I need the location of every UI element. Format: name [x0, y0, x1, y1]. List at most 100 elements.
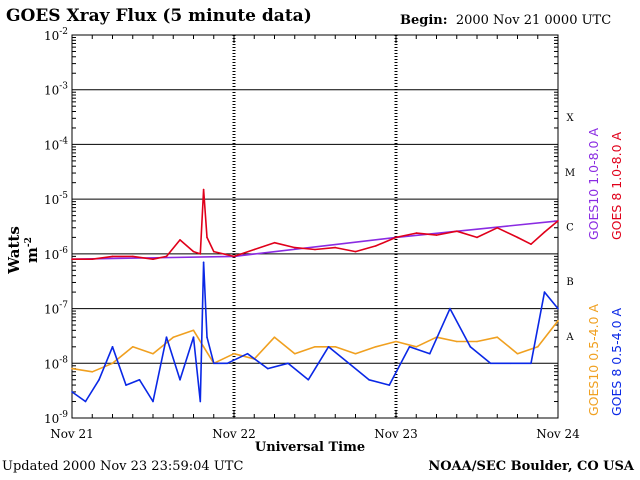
data-point — [138, 379, 141, 381]
plot-frame — [71, 34, 559, 419]
data-point — [179, 239, 181, 241]
data-point — [165, 336, 168, 339]
data-point — [192, 250, 195, 253]
data-point — [71, 367, 73, 370]
data-point — [152, 258, 154, 261]
y-tick-label: 10-4 — [44, 136, 68, 152]
data-point — [294, 246, 296, 249]
data-point — [557, 319, 559, 322]
data-point — [111, 255, 114, 258]
data-point — [132, 346, 134, 348]
data-point — [469, 346, 472, 348]
data-point — [202, 346, 205, 348]
data-point — [375, 245, 377, 247]
y-tick-label: 10-5 — [44, 191, 68, 207]
data-point — [314, 248, 316, 251]
data-point — [557, 220, 559, 222]
data-point — [348, 362, 350, 365]
data-point — [206, 236, 208, 239]
data-point — [91, 258, 94, 261]
y-tick-label: 10-8 — [44, 355, 68, 371]
data-point — [192, 329, 195, 332]
data-point — [375, 346, 377, 348]
data-point — [165, 255, 168, 258]
data-point — [71, 258, 73, 261]
data-point — [132, 255, 134, 258]
begin-time: Begin: 2000 Nov 21 0000 UTC — [400, 13, 611, 28]
data-point — [368, 379, 370, 381]
data-point — [415, 346, 418, 348]
data-point — [314, 346, 316, 348]
y-tick-label: 10-9 — [44, 410, 68, 426]
data-point — [202, 261, 205, 264]
flare-class-label: A — [565, 332, 574, 343]
chart-title: GOES Xray Flux (5 minute data) — [6, 6, 312, 26]
data-point — [98, 379, 100, 381]
y-tick-label: 10-2 — [44, 27, 68, 43]
data-point — [354, 250, 357, 253]
legend-goes8-short: GOES 8 0.5-4.0 A — [609, 307, 624, 416]
credit-line: NOAA/SEC Boulder, CO USA — [428, 459, 634, 474]
series-line — [71, 261, 559, 403]
data-point — [206, 336, 208, 339]
data-point — [71, 391, 73, 393]
data-point — [456, 230, 458, 232]
y-tick-label: 10-6 — [44, 246, 68, 262]
data-point — [253, 248, 256, 251]
data-point — [354, 352, 357, 355]
series-line — [71, 320, 559, 373]
series-line — [71, 220, 559, 260]
x-axis-label: Universal Time — [254, 440, 366, 455]
data-point — [388, 384, 391, 386]
data-point — [395, 340, 397, 343]
begin-value: 2000 Nov 21 0000 UTC — [455, 13, 612, 28]
data-point — [226, 362, 229, 365]
flare-class-label: B — [566, 277, 573, 288]
y-tick-label: 10-3 — [44, 82, 68, 98]
flare-class-label: M — [565, 168, 575, 179]
legend-goes10-long: GOES10 1.0-8.0 A — [586, 127, 601, 240]
data-point — [199, 253, 202, 255]
data-point — [273, 336, 276, 339]
data-point — [476, 236, 478, 239]
data-point — [537, 346, 539, 348]
data-point — [213, 250, 215, 253]
data-point — [233, 255, 235, 258]
data-point — [543, 291, 546, 293]
data-point — [516, 236, 519, 239]
data-point — [496, 227, 499, 229]
x-tick-label: Nov 21 — [50, 427, 94, 441]
updated-value: 2000 Nov 23 23:59:04 UTC — [62, 459, 244, 474]
data-point — [557, 307, 559, 310]
x-tick-label: Nov 23 — [374, 427, 418, 441]
data-point — [172, 336, 175, 339]
flare-class-label: C — [566, 223, 574, 234]
data-point — [202, 188, 205, 191]
data-point — [327, 346, 330, 348]
data-point — [233, 352, 235, 355]
data-point — [152, 400, 154, 403]
updated-label: Updated — [2, 459, 59, 474]
begin-label: Begin: — [400, 13, 448, 28]
data-point — [152, 352, 154, 355]
data-point — [449, 307, 451, 310]
data-point — [408, 346, 411, 348]
data-point — [543, 231, 546, 233]
data-point — [334, 346, 337, 348]
updated-timestamp: Updated 2000 Nov 23 23:59:04 UTC — [2, 459, 243, 474]
data-point — [199, 400, 202, 403]
data-point — [213, 362, 215, 365]
data-point — [435, 234, 438, 236]
data-point — [246, 352, 249, 355]
data-point — [273, 241, 276, 244]
data-point — [456, 340, 458, 343]
data-point — [111, 346, 114, 348]
data-point — [489, 362, 492, 365]
y-tick-label: 10-7 — [44, 301, 68, 317]
data-point — [395, 236, 397, 239]
data-point — [530, 362, 532, 365]
data-point — [91, 371, 94, 373]
data-point — [111, 362, 114, 365]
data-point — [307, 379, 310, 381]
